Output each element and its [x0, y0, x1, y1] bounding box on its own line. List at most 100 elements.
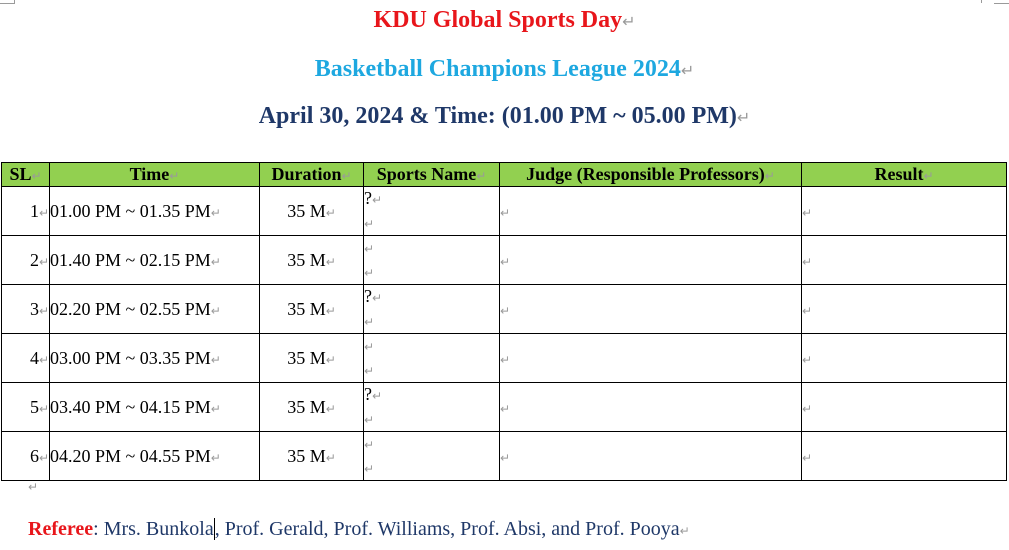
table-header-row: SL↵ Time↵ Duration↵ Sports Name↵ Judge (…	[1, 162, 1007, 187]
paragraph-mark-icon: ↵	[736, 108, 751, 127]
paragraph-mark-icon: ↵	[38, 254, 49, 269]
cell-duration[interactable]: 35 M↵	[259, 382, 364, 432]
paragraph-mark-icon: ↵	[802, 450, 813, 465]
paragraph-mark-icon: ↵	[38, 450, 49, 465]
paragraph-mark-icon: ↵	[38, 205, 49, 220]
cell-time[interactable]: 01.00 PM ~ 01.35 PM↵	[49, 186, 260, 236]
cell-result[interactable]: ↵	[801, 333, 1007, 383]
cell-duration[interactable]: 35 M↵	[259, 431, 364, 481]
cell-sl[interactable]: 2↵	[1, 235, 50, 285]
paragraph-mark-icon: ↵	[325, 450, 336, 465]
paragraph-mark-icon: ↵	[38, 303, 49, 318]
cell-duration[interactable]: 35 M↵	[259, 235, 364, 285]
paragraph-mark-icon: ↵	[325, 401, 336, 416]
cell-time[interactable]: 01.40 PM ~ 02.15 PM↵	[49, 235, 260, 285]
cell-sports-name[interactable]: ?↵ ↵	[363, 382, 500, 432]
date-time-line[interactable]: April 30, 2024 & Time: (01.00 PM ~ 05.00…	[258, 103, 751, 129]
paragraph-mark-icon: ↵	[325, 303, 336, 318]
column-header-result[interactable]: Result↵	[801, 162, 1007, 187]
crop-mark-top-right-horizontal	[994, 0, 1009, 4]
cell-sl[interactable]: 1↵	[1, 186, 50, 236]
paragraph-mark-icon: ↵	[364, 462, 375, 476]
crop-mark-top-left	[0, 0, 15, 4]
cell-sl[interactable]: 3↵	[1, 284, 50, 334]
cell-sports-name[interactable]: ?↵ ↵	[363, 284, 500, 334]
paragraph-mark-icon: ↵	[364, 266, 375, 280]
crop-mark-top-right-vertical	[980, 0, 982, 3]
paragraph-mark-icon: ↵	[169, 169, 180, 183]
cell-judge[interactable]: ↵	[499, 284, 802, 334]
cell-result[interactable]: ↵	[801, 382, 1007, 432]
cell-sports-name[interactable]: ↵ ↵	[363, 235, 500, 285]
cell-sports-name[interactable]: ↵ ↵	[363, 333, 500, 383]
paragraph-mark-icon: ↵	[802, 352, 813, 367]
paragraph-mark-icon: ↵	[38, 401, 49, 416]
paragraph-mark-icon: ↵	[500, 352, 511, 367]
paragraph-mark-icon: ↵	[500, 450, 511, 465]
column-header-duration[interactable]: Duration↵	[259, 162, 364, 187]
cell-judge[interactable]: ↵	[499, 186, 802, 236]
cell-judge[interactable]: ↵	[499, 333, 802, 383]
cell-judge[interactable]: ↵	[499, 431, 802, 481]
paragraph-mark-icon: ↵	[325, 205, 336, 220]
paragraph-mark-icon: ↵	[210, 303, 221, 318]
paragraph-mark-icon: ↵	[364, 438, 375, 452]
referee-label: Referee	[28, 518, 94, 540]
cell-judge[interactable]: ↵	[499, 235, 802, 285]
referee-line[interactable]: Referee: Mrs. Bunkola, Prof. Gerald, Pro…	[28, 518, 690, 541]
schedule-table: SL↵ Time↵ Duration↵ Sports Name↵ Judge (…	[1, 162, 1007, 481]
cell-sports-name[interactable]: ↵ ↵	[363, 431, 500, 481]
column-header-sl[interactable]: SL↵	[1, 162, 50, 187]
column-header-judge[interactable]: Judge (Responsible Professors)↵	[499, 162, 802, 187]
paragraph-mark-icon: ↵	[923, 169, 934, 183]
paragraph-mark-icon: ↵	[680, 61, 695, 80]
cell-time[interactable]: 03.40 PM ~ 04.15 PM↵	[49, 382, 260, 432]
cell-result[interactable]: ↵	[801, 235, 1007, 285]
cell-time[interactable]: 03.00 PM ~ 03.35 PM↵	[49, 333, 260, 383]
paragraph-mark-icon: ↵	[802, 254, 813, 269]
paragraph-mark-icon: ↵	[38, 352, 49, 367]
cell-sl[interactable]: 4↵	[1, 333, 50, 383]
document-title[interactable]: KDU Global Sports Day↵	[373, 7, 636, 33]
paragraph-mark-icon: ↵	[364, 242, 375, 256]
cell-duration[interactable]: 35 M↵	[259, 186, 364, 236]
paragraph-mark-icon: ↵	[210, 450, 221, 465]
paragraph-mark-icon: ↵	[802, 205, 813, 220]
table-row: 4↵ 03.00 PM ~ 03.35 PM↵ 35 M↵ ↵ ↵ ↵ ↵	[1, 333, 1007, 383]
paragraph-mark-icon: ↵	[500, 303, 511, 318]
paragraph-mark-icon: ↵	[372, 291, 383, 305]
column-header-sports-name[interactable]: Sports Name↵	[363, 162, 500, 187]
paragraph-mark-icon: ↵	[500, 254, 511, 269]
paragraph-mark-icon: ↵	[372, 193, 383, 207]
table-row: 2↵ 01.40 PM ~ 02.15 PM↵ 35 M↵ ↵ ↵ ↵ ↵	[1, 235, 1007, 285]
paragraph-mark-icon: ↵	[622, 12, 636, 31]
cell-time[interactable]: 04.20 PM ~ 04.55 PM↵	[49, 431, 260, 481]
document-subtitle[interactable]: Basketball Champions League 2024↵	[314, 56, 695, 82]
cell-result[interactable]: ↵	[801, 431, 1007, 481]
empty-paragraph[interactable]: ↵	[28, 478, 38, 496]
cell-sports-name[interactable]: ?↵ ↵	[363, 186, 500, 236]
table-row: 6↵ 04.20 PM ~ 04.55 PM↵ 35 M↵ ↵ ↵ ↵ ↵	[1, 431, 1007, 481]
cell-duration[interactable]: 35 M↵	[259, 284, 364, 334]
cell-judge[interactable]: ↵	[499, 382, 802, 432]
paragraph-mark-icon: ↵	[210, 205, 221, 220]
paragraph-mark-icon: ↵	[500, 205, 511, 220]
paragraph-mark-icon: ↵	[802, 303, 813, 318]
column-header-time[interactable]: Time↵	[49, 162, 260, 187]
cell-duration[interactable]: 35 M↵	[259, 333, 364, 383]
paragraph-mark-icon: ↵	[341, 169, 352, 183]
cell-result[interactable]: ↵	[801, 186, 1007, 236]
paragraph-mark-icon: ↵	[364, 340, 375, 354]
cell-result[interactable]: ↵	[801, 284, 1007, 334]
cell-sl[interactable]: 6↵	[1, 431, 50, 481]
paragraph-mark-icon: ↵	[28, 480, 39, 494]
paragraph-mark-icon: ↵	[364, 315, 375, 329]
paragraph-mark-icon: ↵	[210, 401, 221, 416]
cell-sl[interactable]: 5↵	[1, 382, 50, 432]
paragraph-mark-icon: ↵	[364, 364, 375, 378]
table-row: 3↵ 02.20 PM ~ 02.55 PM↵ 35 M↵ ?↵ ↵ ↵ ↵	[1, 284, 1007, 334]
cell-time[interactable]: 02.20 PM ~ 02.55 PM↵	[49, 284, 260, 334]
paragraph-mark-icon: ↵	[31, 169, 42, 183]
table-row: 5↵ 03.40 PM ~ 04.15 PM↵ 35 M↵ ?↵ ↵ ↵ ↵	[1, 382, 1007, 432]
paragraph-mark-icon: ↵	[476, 169, 487, 183]
